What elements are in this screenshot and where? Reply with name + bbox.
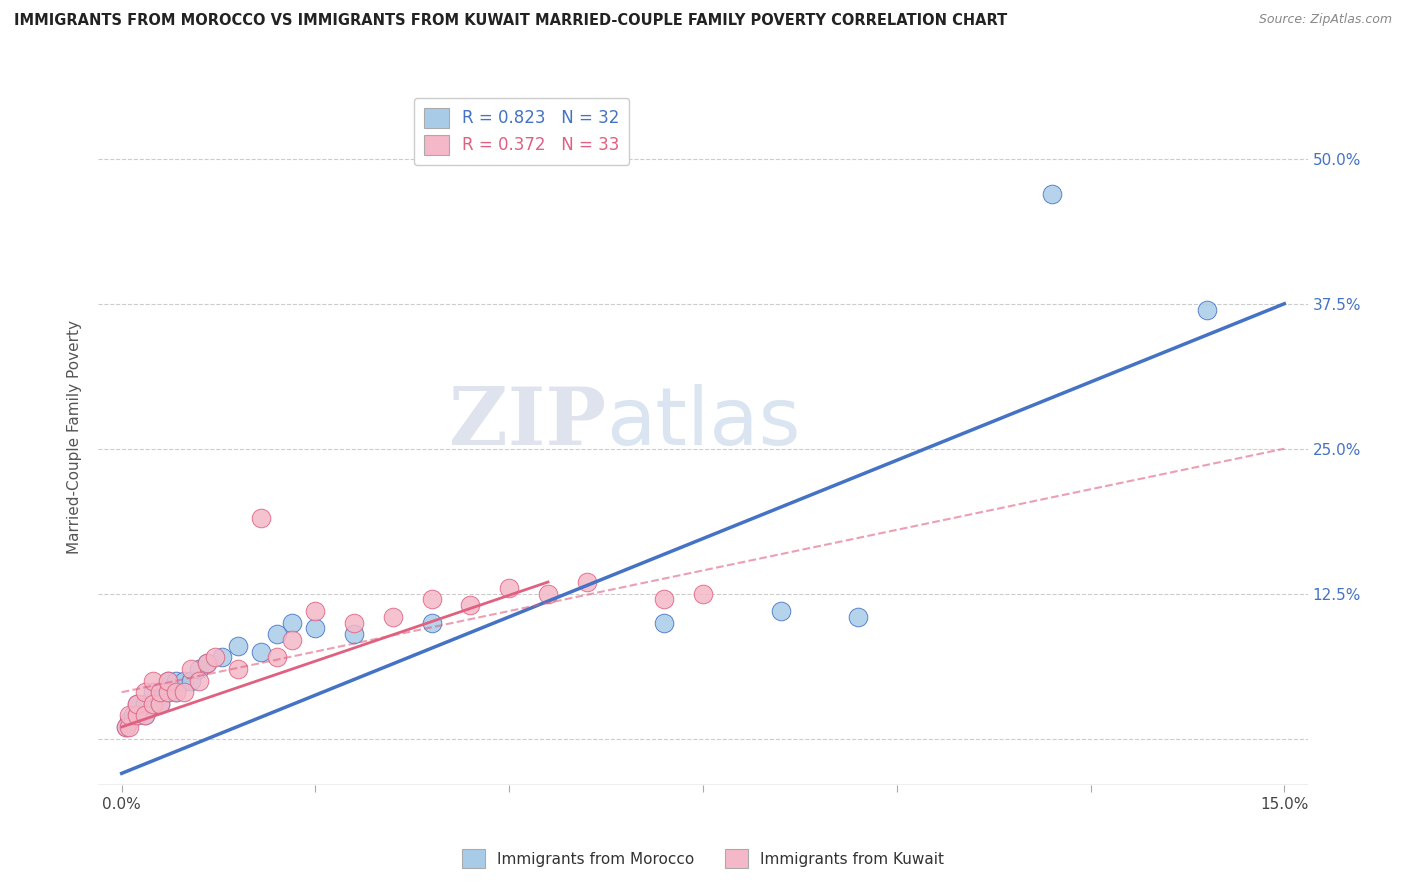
Point [195,657,218,671]
Point [149,697,172,711]
Point [149,685,172,699]
Point [343,627,366,641]
Point [127,697,149,711]
Point [157,673,180,688]
Point [134,697,156,711]
Point [304,604,326,618]
Y-axis label: Married-Couple Family Poverty: Married-Couple Family Poverty [67,320,83,554]
Point [304,621,326,635]
Point [281,615,304,630]
Point [142,673,165,688]
Text: ZIP: ZIP [450,384,606,462]
Point [118,708,141,723]
Point [250,511,273,525]
Point [157,685,180,699]
Point [122,708,145,723]
Point [127,708,149,723]
Point [180,662,202,676]
Point [165,685,187,699]
Point [226,639,249,653]
Point [173,673,195,688]
Point [226,662,249,676]
Point [142,697,165,711]
Legend: Immigrants from Morocco, Immigrants from Kuwait: Immigrants from Morocco, Immigrants from… [454,841,952,875]
Point [381,610,404,624]
Point [165,673,187,688]
Point [180,673,202,688]
Point [846,610,869,624]
Point [281,633,304,648]
Legend: R = 0.823   N = 32, R = 0.372   N = 33: R = 0.823 N = 32, R = 0.372 N = 33 [413,97,630,165]
Point [188,673,211,688]
Text: atlas: atlas [606,384,800,462]
Point [250,644,273,658]
Point [692,587,714,601]
Text: Source: ZipAtlas.com: Source: ZipAtlas.com [1258,13,1392,27]
Point [157,673,180,688]
Point [343,615,366,630]
Point [142,685,165,699]
Point [1195,302,1218,317]
Point [420,592,443,607]
Point [460,598,482,612]
Point [114,720,136,734]
Point [149,685,172,699]
Point [127,697,149,711]
Point [575,574,598,589]
Point [266,650,288,665]
Point [769,604,792,618]
Point [188,662,211,676]
Point [266,627,288,641]
Point [173,685,195,699]
Text: IMMIGRANTS FROM MOROCCO VS IMMIGRANTS FROM KUWAIT MARRIED-COUPLE FAMILY POVERTY : IMMIGRANTS FROM MOROCCO VS IMMIGRANTS FR… [14,13,1007,29]
Point [195,657,218,671]
Point [134,708,156,723]
Point [142,697,165,711]
Point [652,615,675,630]
Point [157,685,180,699]
Point [118,720,141,734]
Point [1040,186,1063,201]
Point [652,592,675,607]
Point [420,615,443,630]
Point [127,708,149,723]
Point [498,581,520,595]
Point [204,650,226,665]
Point [118,714,141,728]
Point [134,708,156,723]
Point [537,587,560,601]
Point [149,697,172,711]
Point [134,685,156,699]
Point [165,685,187,699]
Point [211,650,233,665]
Point [114,720,136,734]
